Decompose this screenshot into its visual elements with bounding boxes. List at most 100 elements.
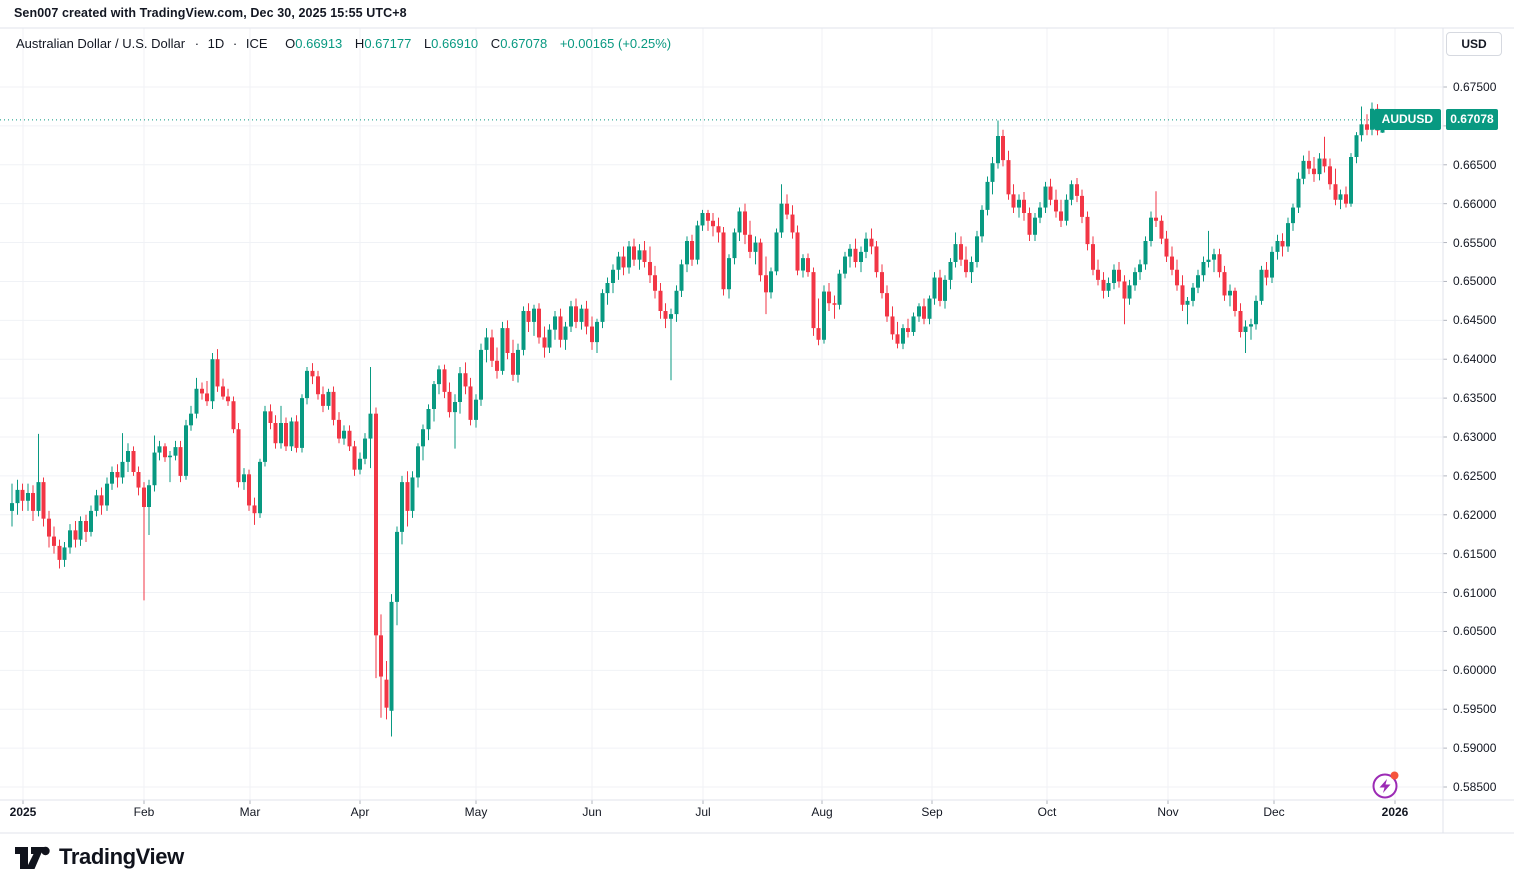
close-value: 0.67078 (500, 36, 548, 51)
last-price-badge-value: 0.67078 (1446, 109, 1498, 131)
time-axis-label: May (464, 805, 488, 819)
candle-body (653, 275, 657, 291)
candle-body (463, 373, 468, 387)
candle-body (901, 328, 905, 344)
candle-body (563, 326, 568, 340)
candle-body (1159, 220, 1164, 239)
candle-body (779, 203, 784, 233)
close-label: C (490, 36, 501, 51)
candle-body (41, 482, 46, 519)
price-axis[interactable]: 0.675000.670000.665000.660000.655000.650… (1443, 28, 1514, 800)
candle-body (1175, 269, 1179, 286)
candle-body (948, 262, 953, 280)
candle-body (1259, 269, 1264, 301)
candle-body (721, 232, 726, 290)
candle-body (505, 328, 510, 354)
candle-body (273, 423, 278, 444)
candle-body (816, 328, 821, 340)
candle-body (1006, 160, 1011, 195)
candle-body (790, 214, 795, 233)
candle-body (811, 272, 816, 329)
candle-body (126, 451, 130, 462)
candle-body (495, 360, 499, 371)
price-axis-label: 0.60000 (1453, 663, 1497, 678)
candle-body (268, 411, 273, 424)
candle-body (674, 290, 679, 315)
candle-body (1122, 281, 1127, 299)
candle-body (880, 272, 884, 294)
candle-body (938, 277, 942, 301)
time-axis-label: 2025 (9, 805, 37, 819)
candle-body (110, 472, 114, 484)
candle-body (389, 601, 394, 711)
legend-separator: · (194, 36, 200, 51)
candle-body (685, 241, 689, 265)
flash-event-icon[interactable] (1372, 771, 1399, 799)
tradingview-logo-text: TradingView (59, 844, 184, 869)
candle-body (584, 308, 589, 327)
currency-unit-button[interactable]: USD (1446, 32, 1502, 56)
candle-body (975, 236, 979, 263)
candle-body (479, 349, 483, 400)
candle-body (178, 447, 183, 476)
tradingview-logo[interactable]: TradingView (14, 843, 184, 871)
price-axis-label: 0.64500 (1453, 313, 1497, 328)
candle-body (1001, 136, 1005, 161)
candle-body (632, 246, 636, 260)
time-axis[interactable]: 2025 Feb Mar Apr May Jun Jul Aug Sep Oct Nov Dec 202… (0, 800, 1514, 833)
candle-body (242, 474, 246, 483)
candle-body (795, 232, 800, 271)
candle-body (136, 472, 141, 488)
candle-body (843, 256, 847, 274)
candle-body (1286, 223, 1290, 247)
candle-body (1043, 186, 1048, 208)
candle-body (1243, 326, 1248, 333)
candle-body (1080, 195, 1084, 217)
candle-body (1307, 160, 1311, 169)
candle-body (84, 521, 88, 532)
candle-body (1191, 287, 1195, 301)
candle-body (753, 242, 758, 252)
candle-body (1133, 272, 1137, 286)
candle-body (279, 423, 283, 444)
candle-body (453, 402, 457, 413)
candle-body (1017, 199, 1021, 208)
candle-body (374, 413, 378, 636)
time-axis-label: Nov (1157, 805, 1179, 819)
candle-body (758, 242, 763, 276)
legend-separator: · (232, 36, 238, 51)
candle-body (426, 409, 431, 430)
candle-body (47, 518, 51, 537)
candle-body (1359, 124, 1364, 136)
candle-body (1196, 275, 1200, 288)
candle-body (711, 220, 715, 227)
candle-body (1338, 194, 1343, 200)
candle-body (410, 477, 415, 511)
open-label: O (285, 36, 296, 51)
candle-body (1312, 168, 1316, 175)
candle-body (1370, 108, 1374, 130)
candle-body (447, 391, 452, 413)
candle-body (1085, 216, 1090, 245)
candle-body (1365, 124, 1369, 130)
price-axis-label: 0.61000 (1453, 585, 1497, 600)
candle-body (57, 545, 62, 560)
ohlc-readout: O0.66913 H0.67177 L0.66910 C0.67078 +0.0… (285, 36, 671, 51)
candle-body (405, 482, 410, 511)
candle-body (1233, 290, 1237, 312)
candle-body (321, 394, 325, 406)
candle-body (15, 489, 20, 504)
candle-body (115, 472, 120, 478)
price-axis-label: 0.66500 (1453, 157, 1497, 172)
candle-body (1238, 311, 1243, 333)
candle-body (379, 635, 383, 677)
candle-body (1033, 217, 1037, 235)
candle-body (474, 399, 478, 420)
candle-body (743, 211, 747, 235)
price-axis-label: 0.61500 (1453, 546, 1497, 561)
candle-body (553, 316, 557, 330)
candle-body (1143, 241, 1148, 265)
candle-body (210, 359, 215, 402)
low-label: L (423, 36, 432, 51)
